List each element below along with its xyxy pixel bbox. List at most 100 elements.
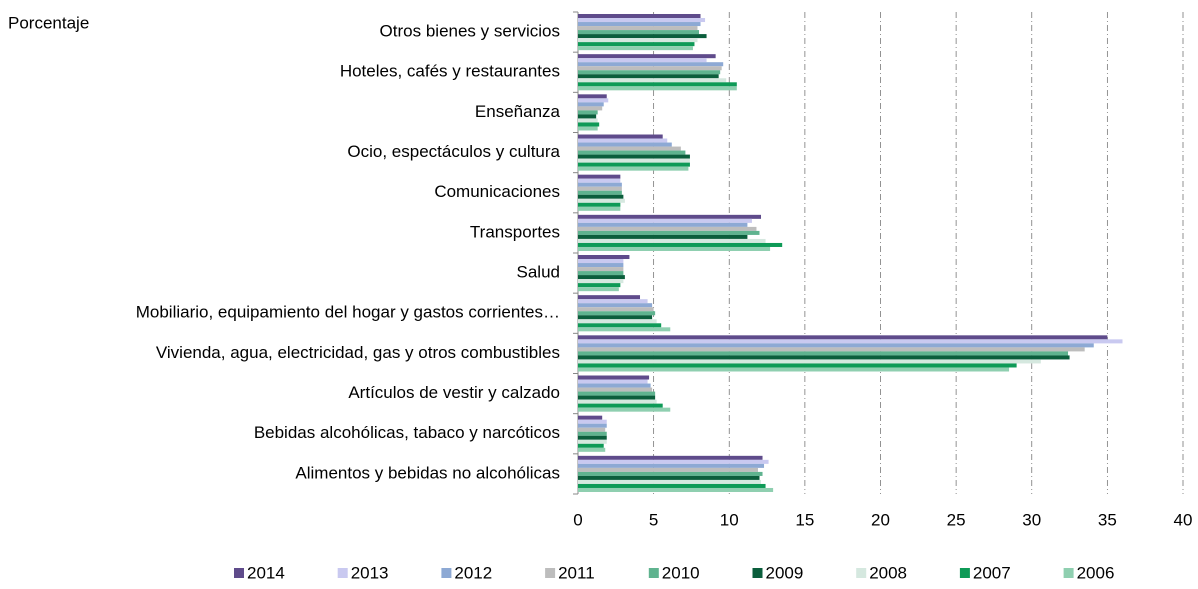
bar	[578, 38, 698, 43]
bar	[578, 307, 654, 312]
bar	[578, 279, 624, 284]
legend-swatch	[337, 568, 348, 578]
bar	[578, 275, 625, 280]
legend-label: 2009	[766, 563, 804, 582]
bar	[578, 194, 624, 199]
bar	[578, 162, 690, 167]
bar	[578, 263, 624, 268]
bar	[578, 383, 651, 388]
x-tick-label: 30	[1022, 510, 1041, 529]
legend-swatch	[234, 568, 244, 578]
bar	[578, 114, 597, 119]
bar	[578, 435, 607, 440]
bar	[578, 70, 721, 75]
bar	[578, 150, 686, 155]
bar	[578, 255, 630, 260]
bar	[578, 34, 707, 39]
bar	[578, 74, 719, 79]
bar	[578, 319, 657, 324]
x-tick-label: 15	[795, 510, 814, 529]
y-tick-label: Alimentos y bebidas no alcohólicas	[295, 463, 560, 482]
bar	[578, 463, 765, 468]
y-tick-label: Comunicaciones	[434, 182, 560, 201]
bar	[578, 166, 689, 171]
bar	[578, 323, 662, 328]
bar	[578, 14, 701, 19]
legend-label: 2012	[454, 563, 492, 582]
legend-swatch	[959, 568, 970, 578]
y-tick-label: Salud	[517, 263, 560, 282]
legend-swatch	[1063, 568, 1074, 578]
bar	[578, 303, 653, 308]
y-tick-label: Mobiliario, equipamiento del hogar y gas…	[136, 303, 560, 322]
bar	[578, 202, 621, 207]
x-tick-label: 10	[720, 510, 739, 529]
bar	[578, 431, 607, 436]
bar	[578, 222, 748, 227]
x-tick-label: 0	[573, 510, 582, 529]
legend-label: 2011	[558, 563, 595, 582]
bar	[578, 459, 769, 464]
bar	[578, 242, 783, 247]
bar	[578, 142, 672, 147]
bar	[578, 22, 701, 27]
bar	[578, 86, 737, 91]
bar	[578, 82, 737, 87]
bar	[578, 138, 668, 143]
bar	[578, 218, 752, 223]
bar	[578, 146, 681, 151]
bar	[578, 483, 766, 488]
legend-swatch	[545, 568, 556, 578]
bar	[578, 154, 690, 159]
bar	[578, 403, 663, 408]
legend-swatch	[752, 568, 763, 578]
bar	[578, 246, 771, 251]
y-tick-label: Artículos de vestir y calzado	[348, 383, 560, 402]
y-tick-label: Otros bienes y servicios	[380, 22, 560, 41]
bar	[578, 186, 622, 191]
bar	[578, 335, 1108, 340]
bar	[578, 339, 1123, 344]
bar	[578, 230, 760, 235]
y-tick-label: Ocio, espectáculos y cultura	[347, 142, 560, 161]
x-tick-label: 25	[947, 510, 966, 529]
bar	[578, 423, 607, 428]
bar	[578, 343, 1094, 348]
y-tick-label: Enseñanza	[475, 102, 561, 121]
bar	[578, 174, 621, 179]
bar	[578, 122, 600, 127]
bar	[578, 206, 621, 211]
y-tick-label: Vivienda, agua, electricidad, gas y otro…	[156, 343, 560, 362]
legend-label: 2010	[662, 563, 700, 582]
bar	[578, 30, 699, 35]
bar	[578, 375, 650, 380]
bar	[578, 283, 621, 288]
bar	[578, 487, 774, 492]
legend-label: 2007	[973, 563, 1011, 582]
bar	[578, 475, 760, 480]
bar	[578, 18, 706, 23]
bar	[578, 395, 656, 400]
legend-swatch	[648, 568, 659, 578]
legend-swatch	[856, 568, 867, 578]
y-tick-label: Transportes	[470, 222, 560, 241]
bar	[578, 110, 598, 115]
legend-label: 2006	[1077, 563, 1115, 582]
y-tick-label: Bebidas alcohólicas, tabaco y narcóticos	[254, 423, 560, 442]
legend-label: 2008	[869, 563, 907, 582]
bar	[578, 42, 695, 47]
x-tick-label: 35	[1098, 510, 1117, 529]
bar	[578, 78, 727, 83]
y-tick-label: Hoteles, cafés y restaurantes	[340, 62, 560, 81]
bar	[578, 190, 622, 195]
bar	[578, 26, 698, 31]
legend-swatch	[441, 568, 452, 578]
bar	[578, 447, 606, 452]
bar	[578, 327, 671, 332]
bar	[578, 419, 607, 424]
bar	[578, 287, 619, 292]
bar	[578, 214, 762, 219]
bar	[578, 271, 624, 276]
bar	[578, 347, 1085, 352]
